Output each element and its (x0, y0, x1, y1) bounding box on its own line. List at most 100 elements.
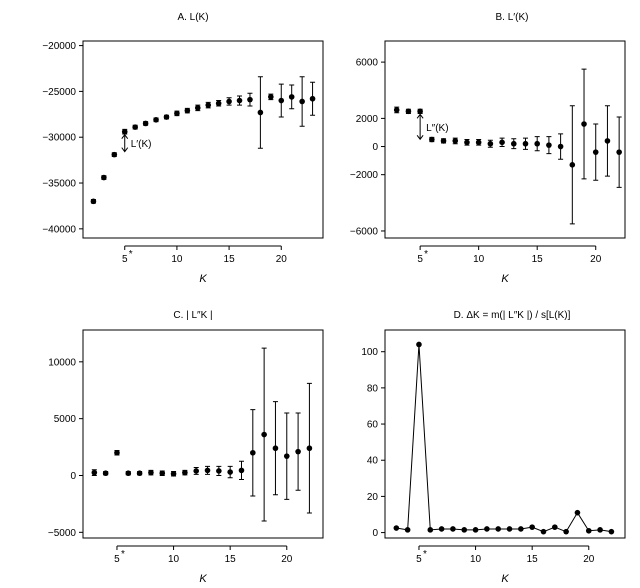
panel-d-ytick-label: 80 (367, 383, 379, 394)
panel-c-point (102, 470, 109, 477)
panel-d-ytick-label: 60 (367, 420, 379, 431)
panel-a-point (278, 97, 285, 104)
panel-a-point (309, 95, 316, 102)
panel-c-point (216, 468, 222, 474)
panel-c-title: C. | L″K | (173, 310, 212, 321)
panel-a-point (121, 128, 128, 135)
panel-c-point (227, 469, 233, 475)
panel-a-point (215, 100, 222, 107)
panel-a-point (236, 97, 243, 104)
panel-c-xtick-label: 10 (168, 554, 180, 565)
panel-d-xlabel: K (501, 573, 509, 585)
panel-d-point (450, 526, 456, 532)
panel-d-series-line (396, 344, 612, 533)
panel-a-point (142, 120, 149, 127)
panel-d-point (506, 526, 513, 532)
panel-d-xtick-label: 15 (527, 554, 539, 565)
panel-d-xtick-label: 20 (583, 554, 595, 565)
panel-b-point (417, 108, 423, 115)
panel-b-annotation-arrow (416, 113, 424, 141)
panel-d-point (540, 528, 547, 535)
panel-c-point (170, 470, 177, 477)
panel-a-point (153, 117, 159, 123)
panel-d-ytick-label: 100 (361, 347, 378, 358)
panel-c-point (136, 470, 143, 477)
panel-b-point (592, 149, 599, 155)
panel-b-ytick-label: 2000 (356, 114, 379, 125)
panel-c-point (193, 468, 200, 474)
panel-d-point (552, 524, 558, 530)
panel-d-ytick-label: 20 (367, 492, 379, 503)
panel-b-xtick-label: 10 (473, 254, 485, 265)
panel-b-xstar: * (424, 249, 428, 260)
panel-a-ytick-label: −25000 (42, 87, 76, 98)
panel-c-point (272, 445, 279, 452)
panel-d-point (563, 528, 569, 535)
panel-d-ytick-label: 0 (372, 528, 378, 539)
panel-d-point (585, 527, 592, 534)
panel-d-point (416, 341, 422, 348)
panel-a-point (299, 98, 305, 105)
panel-a-point (111, 151, 118, 158)
panel-a-point (288, 94, 295, 100)
panel-a-point (174, 110, 180, 117)
panel-a-point (90, 198, 97, 205)
panel-c-point (204, 467, 211, 474)
panel-c-xtick-label: 20 (281, 554, 293, 565)
panel-d-point (529, 524, 535, 530)
panel-b-point (557, 143, 564, 150)
panel-d-point (608, 528, 615, 535)
panel-b-point (546, 142, 552, 148)
panel-d-point (518, 526, 524, 532)
panel-b-ytick-label: −6000 (350, 226, 379, 237)
panel-a-point (132, 124, 138, 130)
panel-a-ytick-label: −40000 (42, 224, 76, 235)
panel-d-point (484, 526, 490, 532)
panel-c-xstar: * (121, 549, 125, 560)
panel-b-point (569, 162, 576, 168)
panel-c-point (125, 470, 132, 477)
panel-d-ytick-label: 40 (367, 456, 379, 467)
panel-d-point (461, 527, 468, 533)
panel-b-point (487, 140, 494, 147)
panel-a-frame (82, 40, 324, 239)
panel-a-ytick-label: −20000 (42, 41, 76, 52)
panel-d-point (472, 527, 479, 533)
panel-b-annotation: L″(K) (426, 123, 448, 134)
panel-a-xstar: * (129, 249, 133, 260)
panel-a-annotation-arrow (121, 133, 129, 153)
panel-a-ytick-label: −30000 (42, 133, 76, 144)
panel-b-ytick-label: −2000 (350, 170, 379, 181)
panel-a-point (194, 105, 201, 111)
panel-d-title: D. ΔK = m(| L″K |) / s[L(K)] (454, 310, 571, 321)
panel-c-point (114, 449, 120, 456)
panel-c-xtick-label: 15 (225, 554, 237, 565)
panel-a-annotation: L′(K) (131, 139, 152, 150)
panel-c-point (250, 449, 256, 456)
panel-d-point (393, 525, 400, 531)
panel-d-point (404, 527, 411, 533)
panel-a-xtick-label: 10 (171, 254, 183, 265)
panel-d-xtick-label: 10 (470, 554, 482, 565)
panel-c-point (91, 469, 98, 476)
panel-c-point (283, 453, 290, 459)
panel-b-point (616, 149, 622, 155)
panel-c-point (159, 470, 166, 477)
panel-a-point (184, 107, 191, 114)
panel-d-point (495, 526, 502, 532)
panel-b-xtick-label: 5 (417, 254, 423, 265)
panel-a-point (163, 114, 170, 120)
panel-c-point (238, 467, 245, 474)
panel-c-frame (82, 329, 324, 539)
panel-a-point (101, 174, 107, 181)
panel-c-xlabel: K (199, 573, 207, 585)
panel-d-frame (384, 329, 626, 539)
panel-b-point (499, 139, 505, 146)
panel-d-xtick-label: 5 (416, 554, 422, 565)
panel-c-ytick-label: 0 (70, 471, 76, 482)
panel-b-point (604, 138, 611, 144)
panel-a-xtick-label: 20 (276, 254, 288, 265)
panel-a-ytick-label: −35000 (42, 179, 76, 190)
panel-a-title: A. L(K) (177, 12, 208, 23)
